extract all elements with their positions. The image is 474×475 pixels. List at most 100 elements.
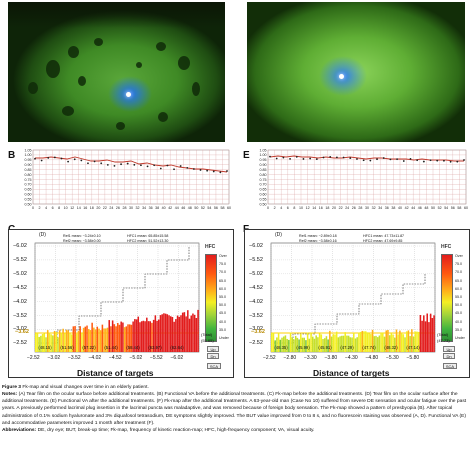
hfc-bar — [175, 319, 177, 352]
up-button[interactable]: Up — [443, 346, 455, 352]
fk-x-tick: 2 — [39, 206, 41, 210]
segment-hfc-value: (51.56) — [60, 345, 74, 350]
fk-x-tick: 12 — [306, 206, 310, 210]
panel-label-e: E — [243, 150, 250, 161]
va-point — [186, 166, 189, 169]
fk-x-tick: 20 — [96, 206, 100, 210]
fk-y-tick: 1.05 — [25, 148, 32, 152]
hfc-scale-value: 35.0 — [219, 327, 226, 332]
hfc-bar — [293, 339, 295, 352]
fk-y-tick: 0.65 — [25, 188, 32, 192]
sca-button[interactable]: SCA — [443, 363, 457, 369]
fk-y-tick: 1.00 — [260, 153, 267, 157]
hfc-bar — [82, 327, 85, 352]
va-point — [126, 162, 129, 165]
y-unit: (D) — [39, 232, 46, 238]
hfc-bar — [341, 335, 343, 352]
hfc-bar — [158, 319, 160, 352]
sca-button[interactable]: SCA — [207, 363, 221, 369]
va-point — [146, 165, 149, 168]
fk-y-tick: 0.50 — [260, 202, 267, 206]
va-point — [133, 163, 136, 166]
y-tick-label: −6.02 — [13, 243, 27, 249]
down-button[interactable]: Dn — [207, 353, 219, 359]
hfc-bar — [41, 334, 44, 352]
hfc-scale-value: 50.0 — [219, 303, 226, 308]
fk-x-tick: 38 — [391, 206, 395, 210]
hfc-bar — [79, 326, 81, 352]
hfc-bar — [70, 334, 73, 352]
hfc-bar — [53, 330, 56, 352]
header-line: HFC1 mean: 65.85±15.58 — [127, 234, 169, 238]
fk-map-before: Ref1 mean: −3.24±0.10 Ref2 mean: −3.58±0… — [8, 229, 234, 378]
hfc-bar — [55, 332, 58, 352]
va-point — [342, 156, 345, 159]
hfc-bar — [294, 335, 297, 352]
fk-y-tick: 0.80 — [25, 173, 32, 177]
hfc-bar — [289, 332, 292, 352]
fk-y-tick: 0.55 — [260, 197, 267, 201]
y-tick-label: −5.02 — [249, 270, 263, 277]
y-tick-label: −3.52 — [249, 312, 263, 319]
va-point — [80, 159, 83, 162]
fk-x-tick: 30 — [129, 206, 133, 210]
hfc-bar — [180, 315, 182, 352]
fk-x-tick: 10 — [299, 206, 303, 210]
va-point — [429, 159, 432, 162]
va-point — [409, 157, 412, 160]
va-point — [416, 159, 419, 162]
fk-x-tick: 6 — [52, 206, 54, 210]
hfc-bar — [40, 335, 42, 352]
fk-x-tick: 54 — [444, 206, 448, 210]
fk-y-tick: 0.85 — [260, 168, 267, 172]
down-button[interactable]: Dn — [443, 353, 455, 359]
fk-x-tick: 52 — [438, 206, 442, 210]
functional-va-before-plot: 1.051.000.950.900.850.800.750.700.650.60… — [25, 148, 232, 210]
hfc-bar — [397, 334, 399, 352]
hfc-bar — [151, 322, 153, 352]
up-button[interactable]: Up — [207, 346, 219, 352]
fk-x-tick: 36 — [385, 206, 389, 210]
fk-x-tick: 20 — [332, 206, 336, 210]
segment-hfc-value: (48.35) — [274, 345, 288, 350]
hfc-bar — [349, 337, 352, 352]
hfc-scale-value: 75.0 — [219, 262, 226, 267]
hfc-bar — [385, 330, 387, 352]
hfc-bar — [335, 331, 338, 352]
va-point — [335, 156, 338, 159]
functional-va-before: 1.05 1.00 0.95 0.90 0.85 0.80 0.75 0.70 0.65 0.60… — [13, 148, 233, 214]
fk-x-tick: 32 — [372, 206, 376, 210]
va-point — [87, 162, 89, 165]
hfc-color-scale — [205, 254, 217, 342]
hfc-bar — [171, 317, 174, 352]
hfc-bar — [69, 333, 71, 352]
hfc-scale-value: Under — [455, 336, 465, 340]
hfc-bar — [74, 326, 76, 352]
hfc-bar — [64, 333, 66, 352]
hfc-bar — [332, 334, 335, 352]
fk-x-tick: 2 — [274, 206, 276, 210]
hfc-bar — [176, 315, 179, 352]
hfc-bar — [371, 329, 374, 352]
fk-y-tick: 0.75 — [260, 178, 267, 182]
fk-x-tick: 40 — [162, 206, 166, 210]
figure-title: Fk-map and visual changes over time in a… — [22, 385, 149, 390]
header-line: Ref2 mean: −3.58±0.00 — [63, 238, 101, 243]
hfc-bar — [166, 314, 169, 352]
hfc-scale-title: HFC — [441, 244, 452, 250]
panel-label-d: D — [238, 4, 246, 15]
header-line: Ref1 mean: −2.89±0.18 — [299, 234, 337, 238]
hfc-bar — [77, 330, 80, 352]
x-tick-label: −2.52 — [263, 355, 276, 361]
fk-y-tick: 1.00 — [25, 153, 32, 157]
x-tick-label: −4.30 — [345, 355, 358, 361]
fk-x-tick: 42 — [168, 206, 172, 210]
reference-line-value: −3.62 — [15, 329, 29, 335]
va-point — [226, 170, 228, 172]
fk-x-tick: 4 — [45, 206, 47, 210]
abbreviations-text: DE, dry eye; BUT, break-up time; Fk-map,… — [37, 427, 315, 433]
fk-y-tick: 0.50 — [25, 202, 32, 206]
hfc-bar — [60, 332, 63, 352]
hfc-bar — [84, 326, 87, 352]
va-point — [322, 156, 325, 159]
